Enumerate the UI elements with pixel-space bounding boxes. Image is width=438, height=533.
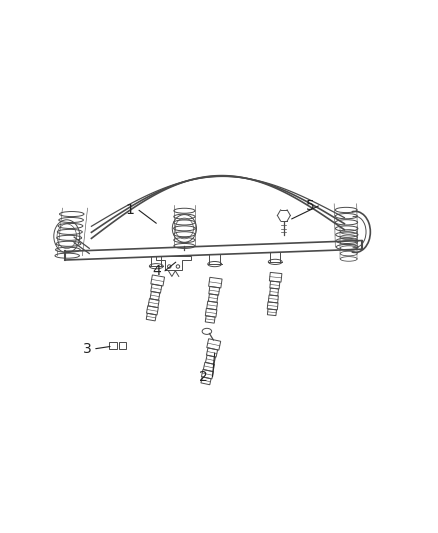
- Bar: [119, 342, 127, 349]
- Text: 4: 4: [152, 264, 161, 278]
- Text: 5: 5: [305, 199, 314, 213]
- Bar: [109, 342, 117, 349]
- Text: 3: 3: [83, 342, 92, 356]
- Text: 1: 1: [126, 203, 135, 217]
- Text: 2: 2: [199, 370, 208, 384]
